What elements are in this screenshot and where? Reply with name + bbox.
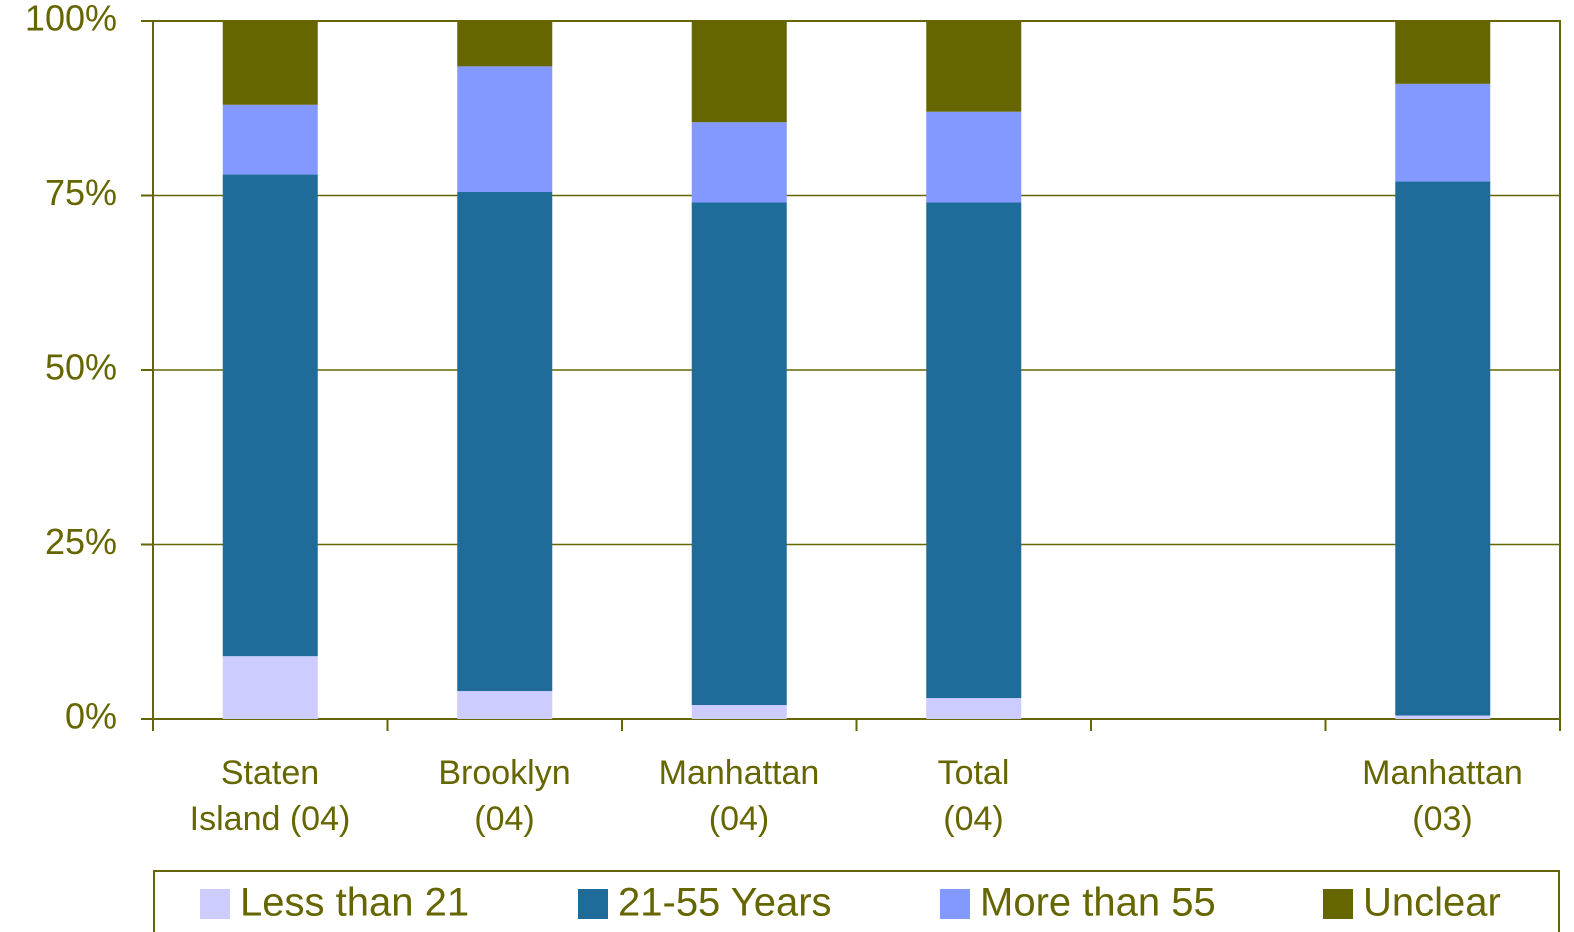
bar-segment — [457, 691, 553, 719]
y-tick-label: 25% — [45, 521, 117, 562]
bar-segment — [457, 192, 553, 692]
bar-segment — [457, 66, 553, 193]
bar-segment — [691, 705, 787, 719]
legend-label: Less than 21 — [240, 881, 469, 925]
bar-segment — [1395, 181, 1491, 716]
bar-segment — [222, 174, 318, 657]
legend-swatch — [1323, 889, 1353, 919]
bar-segment — [1395, 715, 1491, 719]
bar-segment — [457, 21, 553, 67]
x-tick-label: Manhattan (04) — [658, 754, 820, 838]
bar-segment — [1395, 21, 1491, 84]
y-tick-label: 100% — [25, 0, 117, 39]
bar-segment — [926, 202, 1022, 699]
y-tick-label: 75% — [45, 172, 117, 213]
bar-segment — [926, 111, 1022, 203]
legend-label: Unclear — [1363, 881, 1501, 925]
y-tick-label: 50% — [45, 347, 117, 388]
legend-label: More than 55 — [980, 881, 1216, 925]
bar-segment — [1395, 83, 1491, 182]
x-tick-label: Brooklyn (04) — [438, 754, 571, 838]
legend-swatch — [578, 889, 608, 919]
x-tick-label: Total (04) — [937, 754, 1010, 838]
bar-segment — [222, 656, 318, 719]
y-tick-label: 0% — [65, 696, 117, 737]
bar-segment — [222, 21, 318, 105]
bar-segment — [222, 104, 318, 175]
legend-label: 21-55 Years — [618, 881, 832, 925]
bar-segment — [691, 202, 787, 706]
bar-segment — [926, 698, 1022, 719]
legend-swatch — [940, 889, 970, 919]
x-tick-label: Staten Island (04) — [189, 754, 351, 838]
legend-swatch — [200, 889, 230, 919]
x-tick-label: Manhattan (03) — [1362, 754, 1523, 838]
bar-segment — [926, 21, 1022, 112]
bar-segment — [691, 21, 787, 123]
bar-segment — [691, 122, 787, 203]
legend-box — [153, 870, 1560, 932]
